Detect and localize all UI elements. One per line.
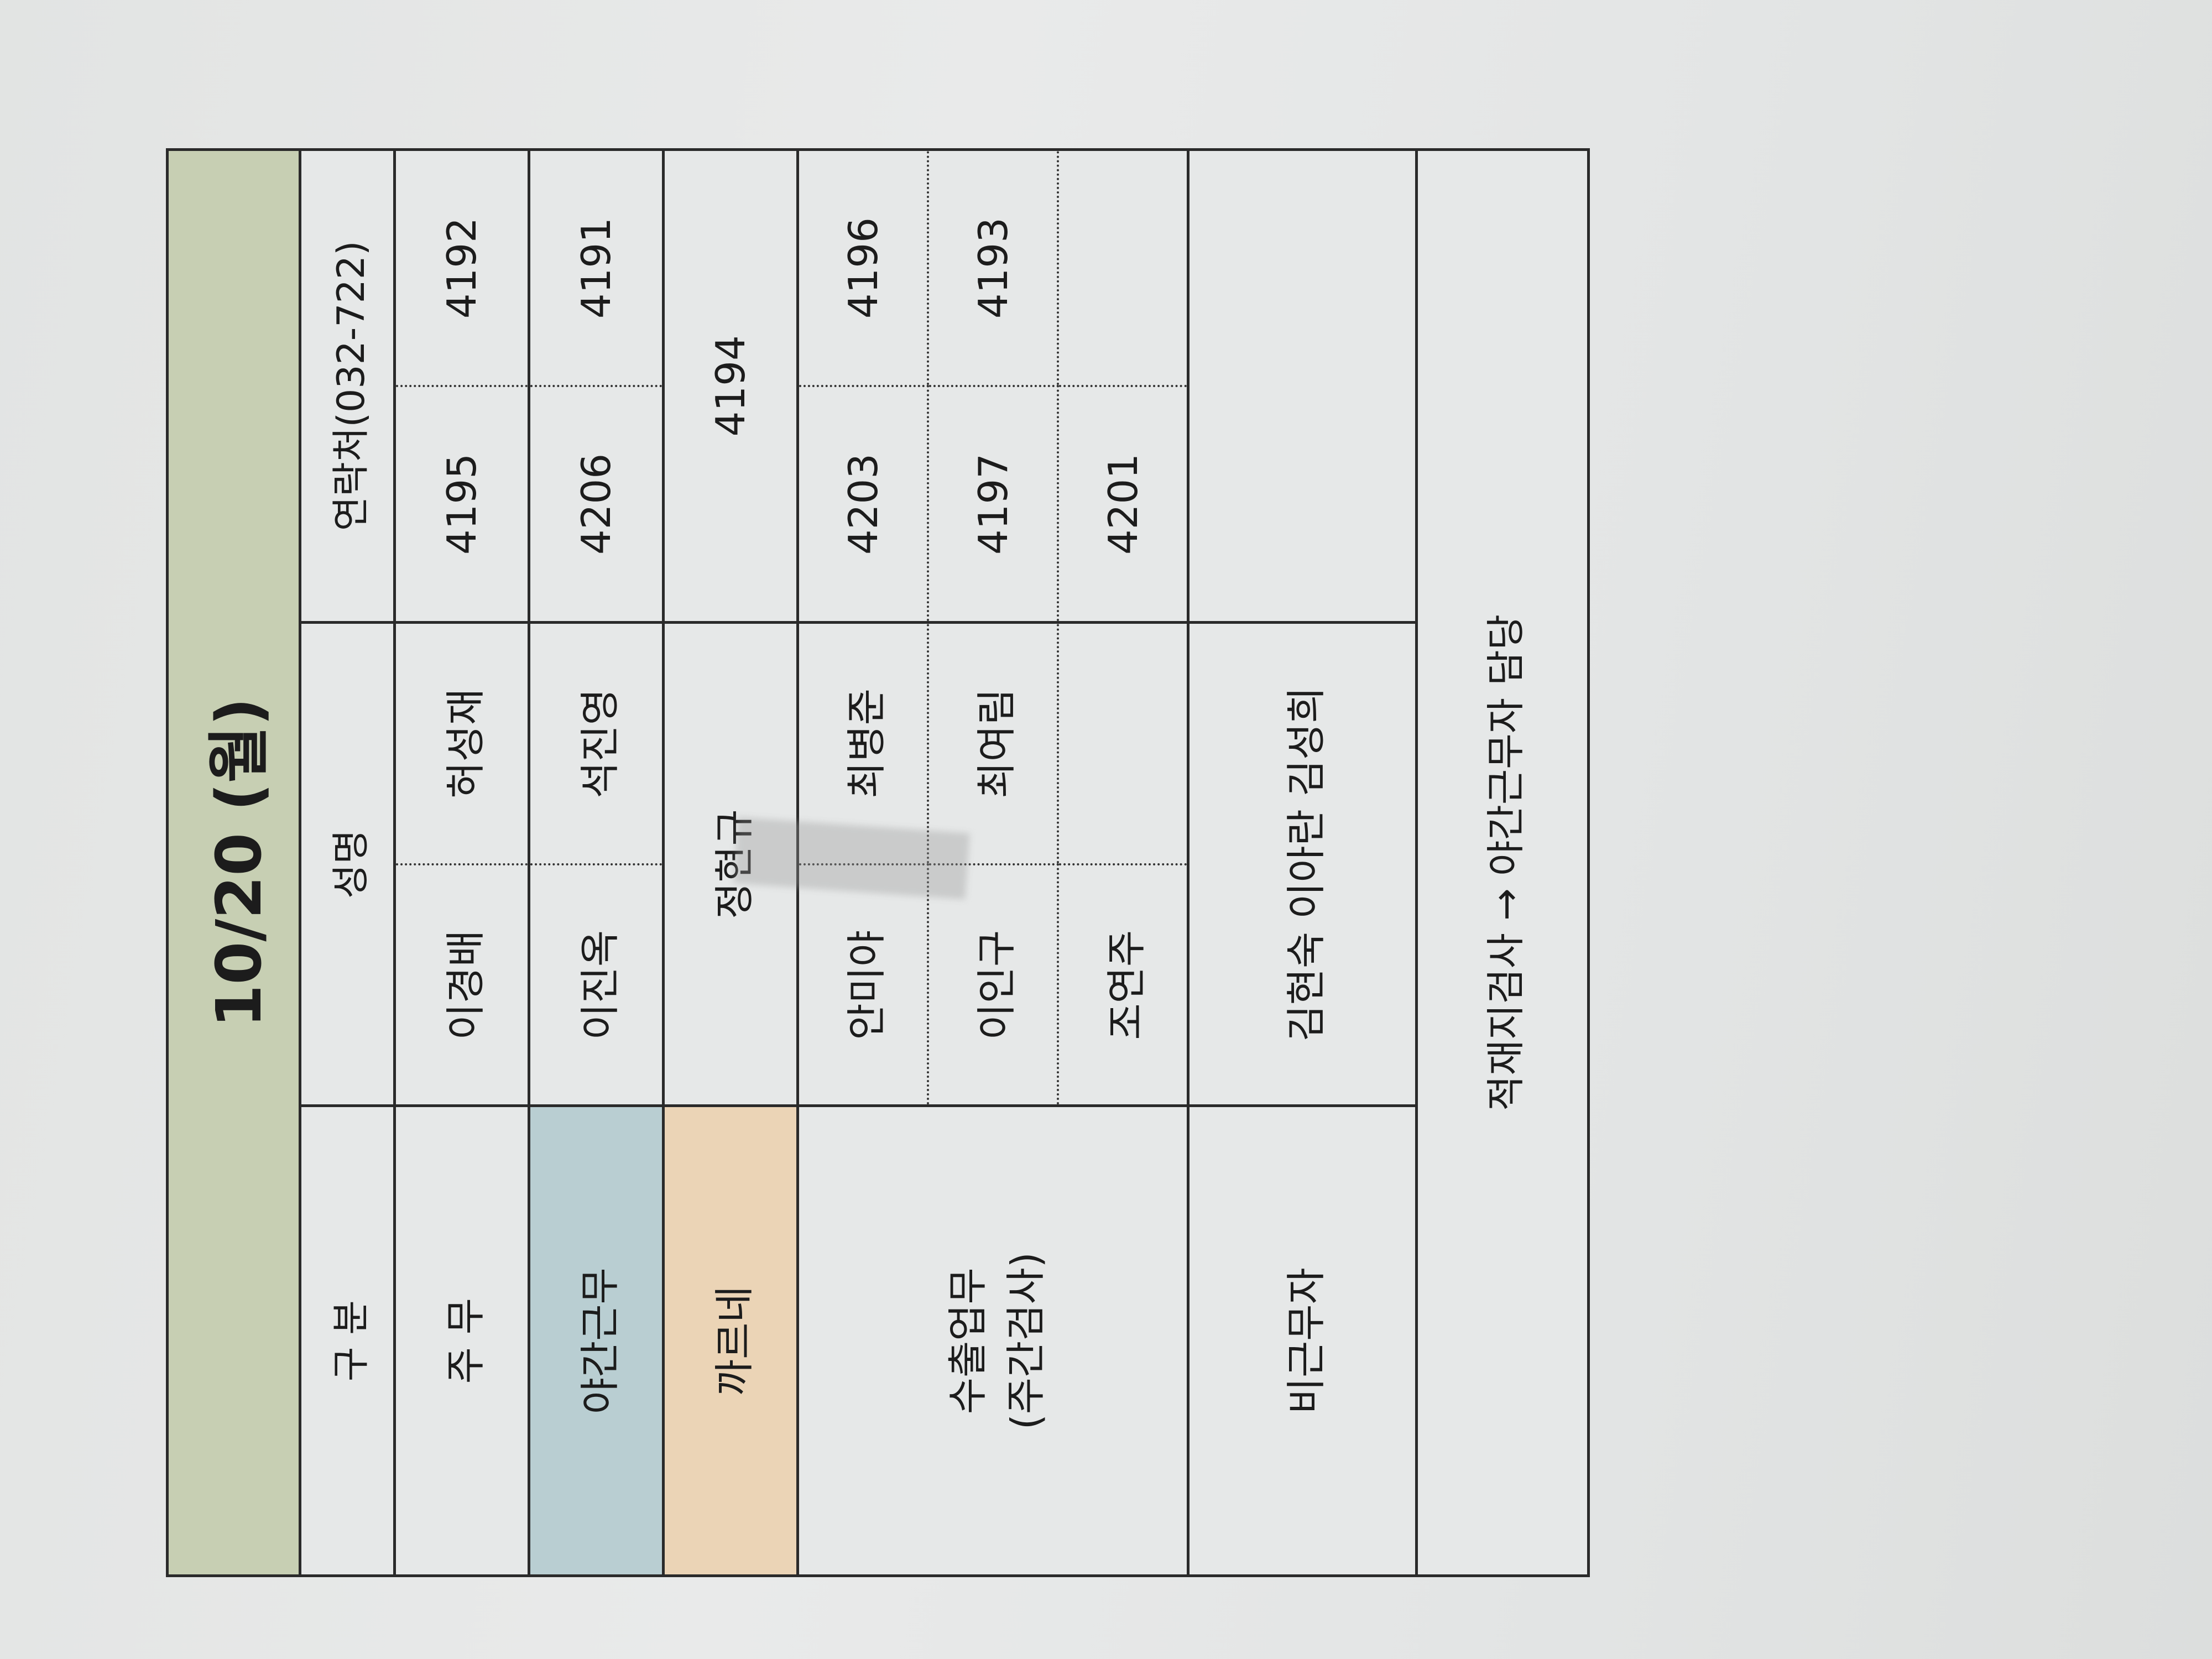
contact-cell: 4194 (663, 149, 798, 623)
name-cell: 허성재 (394, 622, 529, 865)
contact-cell: 4203 (797, 386, 928, 623)
contact-cell: 4195 (394, 386, 529, 623)
name-cell: 이인구 (928, 864, 1058, 1106)
roster-date-title: 10/20 (월) (167, 149, 300, 1576)
note-text: 적재지검사 → 야간근무자 담당 (1416, 149, 1589, 1576)
contact-cell: 4206 (529, 386, 664, 623)
row-label-line1: 수출업무 (944, 1267, 991, 1415)
table-row-night-duty: 야간근무 이진옥 석진영 4206 4191 (529, 149, 664, 1576)
row-label: 비근무자 (1188, 1105, 1417, 1576)
row-label: 주 무 (394, 1105, 529, 1576)
name-cell: 석진영 (529, 622, 664, 865)
contact-cell: 4201 (1058, 386, 1188, 623)
contact-cell: 4193 (928, 149, 1058, 387)
name-cell: 이경배 (394, 864, 529, 1106)
row-label: 야간근무 (529, 1105, 664, 1576)
row-label: 까르네 (663, 1105, 798, 1576)
contact-cell: 4197 (928, 386, 1058, 623)
header-name: 성명 (300, 622, 395, 1106)
name-cell: 조연주 (1058, 864, 1188, 1106)
contact-cell (1058, 149, 1188, 387)
contact-cell: 4192 (394, 149, 529, 387)
table-row-off-duty: 비근무자 김현숙 이아란 김성희 (1188, 149, 1417, 1576)
name-cell (1058, 622, 1188, 865)
header-category: 구 분 (300, 1105, 395, 1576)
name-cell: 최여림 (928, 622, 1058, 865)
header-contact: 연락처(032-722) (300, 149, 395, 623)
table-row-note: 적재지검사 → 야간근무자 담당 (1416, 149, 1589, 1576)
contact-cell: 4196 (797, 149, 928, 387)
contact-cell (1188, 149, 1417, 623)
table-row-day-duty: 주 무 이경배 허성재 4195 4192 (394, 149, 529, 1576)
name-cell: 김현숙 이아란 김성희 (1188, 622, 1417, 1106)
contact-cell: 4191 (529, 149, 664, 387)
name-cell: 안미야 (797, 864, 928, 1106)
name-cell: 이진옥 (529, 864, 664, 1106)
duty-roster-sheet: 10/20 (월) 구 분 성명 연락처(032-722) 주 무 이경배 허성… (166, 148, 1590, 1577)
row-label-line2: (주간검사) (1002, 1252, 1049, 1430)
row-label: 수출업무 (주간검사) (797, 1105, 1188, 1576)
